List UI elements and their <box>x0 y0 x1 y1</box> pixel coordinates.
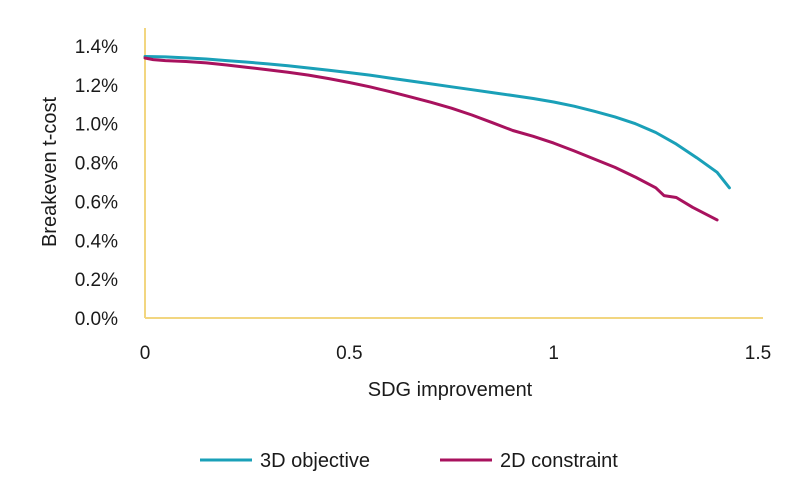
y-tick-label: 0.8% <box>75 154 118 175</box>
y-tick-label: 1.2% <box>75 76 118 97</box>
legend-label: 2D constraint <box>500 450 618 472</box>
x-axis-title: SDG improvement <box>368 379 533 401</box>
x-tick-label: 1.5 <box>745 343 771 364</box>
y-axis-title: Breakeven t-cost <box>39 97 61 248</box>
x-tick-label: 1 <box>548 343 559 364</box>
y-tick-label: 1.4% <box>75 37 118 58</box>
series-line-3d-objective <box>143 55 731 190</box>
legend-label: 3D objective <box>260 450 370 472</box>
y-tick-label: 0.4% <box>75 231 118 252</box>
axes: 0.0% 0.2% 0.4% 0.6% 0.8% 1.0% 1.2% 1.4% 0 0.5 1 1.5 <box>75 28 771 364</box>
series-line-2d-constraint <box>143 56 719 222</box>
y-tick-label: 0.0% <box>75 309 118 330</box>
plot-series <box>143 55 731 222</box>
y-tick-label: 1.0% <box>75 115 118 136</box>
y-tick-label: 0.6% <box>75 192 118 213</box>
x-tick-label: 0.5 <box>336 343 362 364</box>
y-tick-label: 0.2% <box>75 270 118 291</box>
legend: 3D objective 2D constraint <box>200 450 618 472</box>
x-tick-label: 0 <box>140 343 151 364</box>
